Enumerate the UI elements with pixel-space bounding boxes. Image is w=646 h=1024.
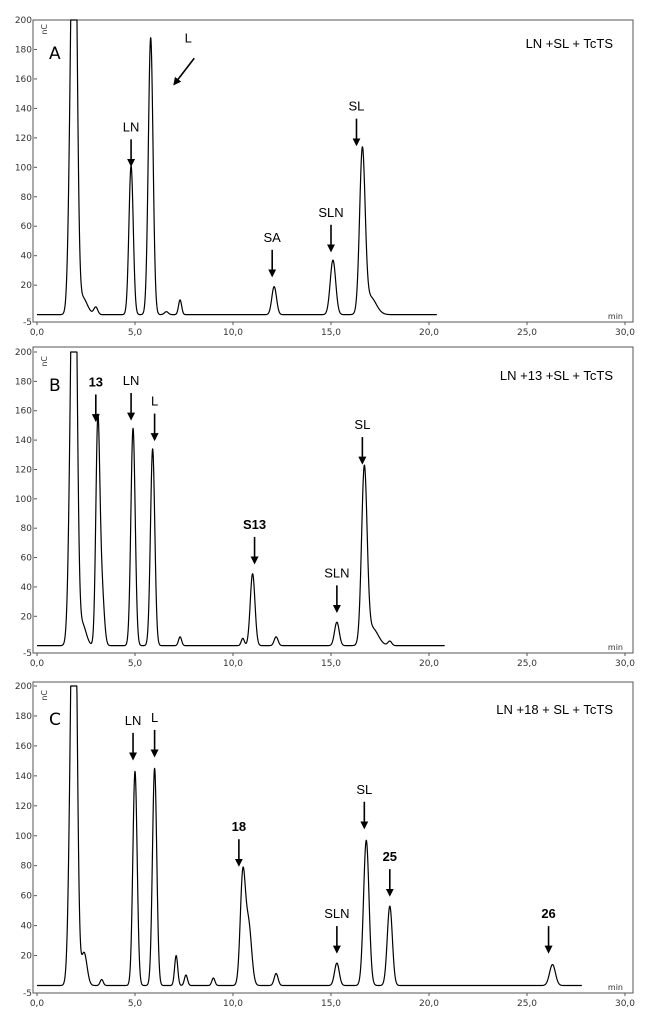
y-tick-label: 20 bbox=[21, 281, 33, 291]
y-tick-label: 100 bbox=[15, 495, 32, 505]
panel-letter: C bbox=[49, 710, 61, 730]
y-tick-label: 40 bbox=[21, 922, 33, 932]
annotation-label: SLN bbox=[318, 205, 343, 220]
x-tick-label: 20,0 bbox=[419, 999, 439, 1009]
y-tick-label: 20 bbox=[21, 952, 33, 962]
x-tick-label: 30,0 bbox=[615, 999, 635, 1009]
y-tick-label: 100 bbox=[15, 832, 32, 842]
x-tick-label: 0,0 bbox=[30, 999, 45, 1009]
y-tick-label: 80 bbox=[21, 862, 33, 872]
chromatogram-trace bbox=[36, 685, 583, 987]
x-tick-label: 25,0 bbox=[517, 999, 537, 1009]
panel-title: LN +13 +SL + TcTS bbox=[500, 368, 613, 383]
y-tick-label: 20 bbox=[21, 612, 33, 622]
y-tick-label: 180 bbox=[15, 377, 32, 387]
plot-frame bbox=[32, 346, 634, 654]
annotation-label: SL bbox=[356, 782, 372, 797]
y-tick-label: 80 bbox=[21, 193, 33, 203]
annotation-label: SLN bbox=[324, 565, 349, 580]
x-tick-label: 5,0 bbox=[128, 659, 143, 669]
annotation-arrow bbox=[173, 57, 195, 86]
panel-letter: B bbox=[49, 376, 61, 396]
y-tick-label: 180 bbox=[15, 712, 32, 722]
panel-title: LN +18 + SL + TcTS bbox=[496, 702, 613, 717]
x-tick-label: 20,0 bbox=[419, 328, 439, 338]
y-tick-label: 140 bbox=[15, 104, 32, 114]
y-tick-label: 40 bbox=[21, 252, 33, 262]
x-tick-label: 15,0 bbox=[321, 328, 341, 338]
y-tick-label: -5 bbox=[23, 989, 32, 999]
x-tick-label: 0,0 bbox=[30, 659, 45, 669]
annotation-label: LN bbox=[125, 713, 142, 728]
y-tick-label: 120 bbox=[15, 802, 32, 812]
x-tick-label: 10,0 bbox=[223, 328, 243, 338]
x-tick-label: 0,0 bbox=[30, 328, 45, 338]
x-unit-label: min bbox=[608, 312, 623, 321]
plot-frame bbox=[32, 681, 634, 994]
annotation-label: 25 bbox=[383, 849, 397, 864]
chromatogram-panel-b: -5 20 40 60 80 100 120 140 160 180 200 0,0 5,0 10,0 15… bbox=[15, 346, 635, 669]
annotation-label: LN bbox=[123, 373, 140, 388]
y-tick-label: 180 bbox=[15, 45, 32, 55]
y-tick-label: 160 bbox=[15, 742, 32, 752]
x-tick-label: 15,0 bbox=[321, 999, 341, 1009]
y-tick-label: 60 bbox=[21, 222, 33, 232]
annotation-label: L bbox=[151, 394, 158, 409]
chromatogram-panel-c: -5 20 40 60 80 100 120 140 160 180 200 0,0 5,0 10,0 15… bbox=[15, 681, 635, 1009]
y-tick-label: -5 bbox=[23, 318, 32, 328]
chromatogram-trace bbox=[36, 351, 446, 647]
x-unit-label: min bbox=[608, 983, 623, 992]
annotation-label: L bbox=[151, 710, 158, 725]
y-tick-label: 60 bbox=[21, 892, 33, 902]
y-tick-label: 200 bbox=[15, 682, 32, 692]
y-tick-label: 120 bbox=[15, 465, 32, 475]
plot-frame bbox=[32, 19, 634, 323]
x-tick-label: 30,0 bbox=[615, 328, 635, 338]
y-tick-label: 120 bbox=[15, 134, 32, 144]
annotation-label: SL bbox=[354, 417, 370, 432]
y-unit-label: nC bbox=[40, 356, 49, 367]
y-tick-label: 200 bbox=[15, 348, 32, 358]
chromatogram-trace bbox=[36, 19, 438, 316]
y-tick-label: 140 bbox=[15, 436, 32, 446]
annotation-label: SA bbox=[264, 230, 282, 245]
y-tick-label: 100 bbox=[15, 163, 32, 173]
panel-letter: A bbox=[49, 44, 61, 64]
y-tick-label: 200 bbox=[15, 16, 32, 26]
x-tick-label: 30,0 bbox=[615, 659, 635, 669]
panel-title: LN +SL + TcTS bbox=[526, 36, 614, 51]
y-unit-label: nC bbox=[40, 690, 49, 701]
x-tick-label: 5,0 bbox=[128, 999, 143, 1009]
y-tick-label: 140 bbox=[15, 772, 32, 782]
annotation-label: 18 bbox=[232, 819, 246, 834]
annotation-label: S13 bbox=[243, 517, 266, 532]
chromatogram-panel-a: -5 20 40 60 80 100 120 140 160 180 200 0,0 5,0 10,0 15… bbox=[15, 16, 635, 338]
x-unit-label: min bbox=[608, 643, 623, 652]
x-tick-label: 10,0 bbox=[223, 659, 243, 669]
y-tick-label: 160 bbox=[15, 407, 32, 417]
y-tick-label: 40 bbox=[21, 583, 33, 593]
x-tick-label: 10,0 bbox=[223, 999, 243, 1009]
y-tick-label: 160 bbox=[15, 75, 32, 85]
annotation-label: L bbox=[185, 30, 192, 45]
x-tick-label: 20,0 bbox=[419, 659, 439, 669]
y-tick-label: 60 bbox=[21, 554, 33, 564]
x-tick-label: 25,0 bbox=[517, 659, 537, 669]
annotation-label: LN bbox=[123, 119, 140, 134]
annotation-label: SLN bbox=[324, 906, 349, 921]
annotation-label: 13 bbox=[89, 374, 103, 389]
annotation-label: SL bbox=[349, 99, 365, 114]
x-tick-label: 15,0 bbox=[321, 659, 341, 669]
x-tick-label: 25,0 bbox=[517, 328, 537, 338]
y-unit-label: nC bbox=[40, 24, 49, 35]
annotation-label: 26 bbox=[541, 906, 555, 921]
x-tick-label: 5,0 bbox=[128, 328, 143, 338]
y-tick-label: 80 bbox=[21, 524, 33, 534]
y-tick-label: -5 bbox=[23, 649, 32, 659]
